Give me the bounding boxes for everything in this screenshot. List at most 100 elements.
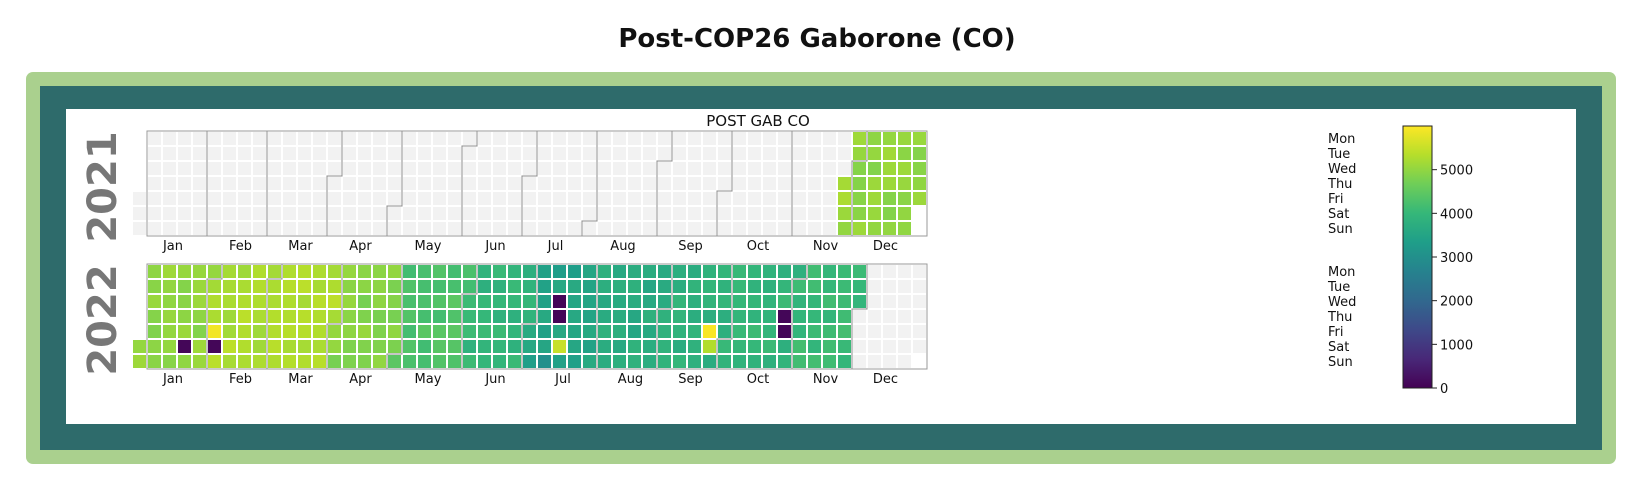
day-cell [193, 177, 206, 190]
day-cell [178, 177, 191, 190]
day-cell [388, 340, 401, 353]
day-cell [343, 310, 356, 323]
day-cell [313, 147, 326, 160]
day-cell [898, 325, 911, 338]
day-cell [778, 325, 791, 338]
day-cell [313, 192, 326, 205]
day-cell [703, 280, 716, 293]
day-cell [418, 132, 431, 145]
day-cell [628, 280, 641, 293]
day-cell [463, 310, 476, 323]
day-cell [913, 280, 926, 293]
day-cell [223, 355, 236, 368]
day-cell [913, 265, 926, 278]
day-cell [418, 207, 431, 220]
day-cell [628, 222, 641, 235]
day-cell [448, 325, 461, 338]
day-cell [193, 295, 206, 308]
day-cell [688, 222, 701, 235]
day-cell [718, 325, 731, 338]
month-label-jan: Jan [162, 372, 183, 387]
day-cell [658, 295, 671, 308]
weekday-label-wed: Wed [1328, 295, 1356, 310]
day-cell [223, 265, 236, 278]
day-cell [253, 295, 266, 308]
day-cell [463, 132, 476, 145]
day-cell [688, 310, 701, 323]
day-cell [868, 222, 881, 235]
month-label-nov: Nov [813, 239, 839, 254]
day-cell [538, 310, 551, 323]
day-cell [658, 310, 671, 323]
day-cell [358, 355, 371, 368]
day-cell [808, 295, 821, 308]
day-cell [673, 265, 686, 278]
day-cell [673, 132, 686, 145]
day-cell [808, 162, 821, 175]
month-label-oct: Oct [747, 372, 769, 387]
day-cell [763, 192, 776, 205]
day-cell [868, 132, 881, 145]
day-cell [268, 162, 281, 175]
day-cell [838, 177, 851, 190]
day-cell [643, 147, 656, 160]
day-cell [853, 162, 866, 175]
day-cell [598, 280, 611, 293]
day-cell [313, 325, 326, 338]
day-cell [283, 310, 296, 323]
day-cell [208, 295, 221, 308]
day-cell [163, 162, 176, 175]
day-cell [658, 265, 671, 278]
day-cell [793, 340, 806, 353]
day-cell [463, 325, 476, 338]
day-cell [223, 147, 236, 160]
day-cell [463, 280, 476, 293]
day-cell [793, 280, 806, 293]
month-boundary [851, 131, 868, 236]
day-cell [688, 280, 701, 293]
colorbar-tick-label: 0 [1440, 382, 1448, 397]
day-cell [868, 340, 881, 353]
day-cell [208, 310, 221, 323]
weekday-label-fri: Fri [1328, 192, 1344, 207]
day-cell [238, 280, 251, 293]
day-cell [538, 192, 551, 205]
day-cell [433, 295, 446, 308]
weekday-label-sun: Sun [1328, 355, 1353, 370]
day-cell [808, 192, 821, 205]
day-cell [343, 325, 356, 338]
day-cell [778, 280, 791, 293]
day-cell [388, 147, 401, 160]
day-cell [298, 147, 311, 160]
day-cell [148, 222, 161, 235]
day-cell [613, 340, 626, 353]
day-cell [328, 177, 341, 190]
day-cell [613, 265, 626, 278]
day-cell [313, 355, 326, 368]
day-cell [433, 147, 446, 160]
day-cell [793, 310, 806, 323]
day-cell [448, 222, 461, 235]
month-label-jun: Jun [484, 372, 505, 387]
month-boundary [656, 131, 673, 236]
day-cell [388, 310, 401, 323]
month-boundary [326, 131, 343, 236]
day-cell [223, 132, 236, 145]
day-cell [883, 310, 896, 323]
day-cell [298, 355, 311, 368]
day-cell [718, 177, 731, 190]
colorbar-tick-label: 1000 [1440, 338, 1473, 353]
day-cell [493, 340, 506, 353]
day-cell [418, 147, 431, 160]
month-label-may: May [415, 239, 442, 254]
day-cell [208, 355, 221, 368]
day-cell [658, 192, 671, 205]
day-cell [238, 265, 251, 278]
day-cell [148, 355, 161, 368]
day-cell [703, 177, 716, 190]
day-cell [568, 340, 581, 353]
day-cell [493, 222, 506, 235]
day-cell [283, 340, 296, 353]
day-cell [793, 222, 806, 235]
day-cell [718, 147, 731, 160]
